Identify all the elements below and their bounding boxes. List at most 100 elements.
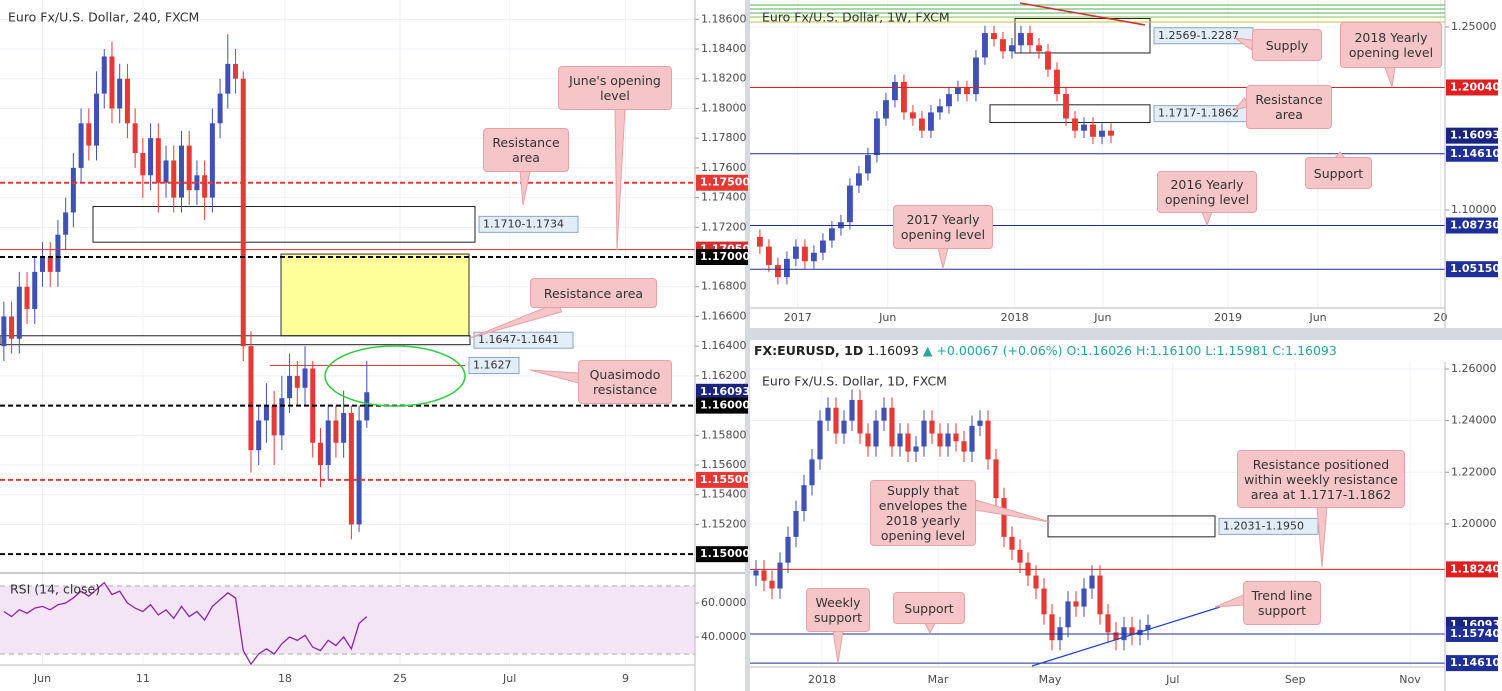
- candle-body: [1108, 130, 1114, 136]
- y-tick-label: 1.22000: [1451, 465, 1497, 478]
- candle-body: [70, 167, 76, 213]
- candle-body: [24, 286, 30, 310]
- y-tick-label: 1.15600: [701, 458, 747, 471]
- candle-body: [1090, 124, 1096, 137]
- candle-body: [919, 118, 925, 131]
- candle-body: [825, 407, 831, 421]
- trend-line: [1019, 2, 1146, 26]
- candle-body: [783, 258, 790, 278]
- callout: Resistance area: [483, 128, 569, 172]
- candle-body: [1113, 632, 1119, 641]
- zone: [989, 104, 1151, 124]
- candle-body: [287, 375, 293, 399]
- x-tick-label: Sep: [1285, 673, 1306, 686]
- zone: [1014, 18, 1151, 54]
- candle-body: [1017, 549, 1023, 563]
- zone-label-box: [468, 356, 520, 374]
- candle-body: [16, 286, 22, 339]
- candle-body: [1009, 536, 1015, 550]
- y-tick-label: 1.16800: [701, 280, 747, 293]
- candle-body: [801, 246, 808, 262]
- trend-line: [1031, 606, 1221, 667]
- y-tick-label: 1.16600: [701, 309, 747, 322]
- candle-body: [801, 485, 807, 512]
- candle-body: [793, 511, 799, 537]
- candle-body: [155, 138, 161, 183]
- zone-label: 1.2569-1.2287: [1158, 29, 1239, 42]
- zone-label-box: [1218, 517, 1319, 535]
- candle-body: [302, 368, 308, 388]
- candle-body: [921, 420, 927, 447]
- candle-body: [889, 407, 895, 447]
- candle-body: [248, 346, 254, 451]
- candle-body: [1018, 33, 1024, 46]
- y-tick-label: 1.18000: [701, 101, 747, 114]
- candle-body: [765, 246, 772, 265]
- callout: Resistance positioned within weekly resi…: [1237, 450, 1405, 508]
- candle-body: [841, 420, 847, 434]
- price-level-box: [1446, 145, 1498, 162]
- y-tick-label: 40.0000: [701, 630, 747, 643]
- candle-body: [240, 78, 246, 347]
- chart-title: Euro Fx/U.S. Dollar, 1D, FXCM: [762, 374, 947, 389]
- price-level-box: [696, 471, 748, 488]
- candle-body: [109, 56, 115, 109]
- candle-body: [991, 33, 997, 40]
- candle-body: [973, 57, 979, 95]
- price-level-label: 1.16093: [1450, 129, 1500, 142]
- x-tick-label: 18: [278, 672, 292, 685]
- highlight-zone: [280, 253, 470, 337]
- candle-body: [32, 271, 38, 310]
- y-tick-label: 1.17400: [701, 191, 747, 204]
- candle-body: [892, 81, 898, 101]
- rsi-title: RSI (14, close): [10, 582, 100, 597]
- candle-body: [982, 33, 988, 58]
- candle-body: [993, 459, 999, 499]
- ohlc-close: C:1.16093: [1272, 343, 1337, 358]
- x-tick-label: May: [1039, 673, 1062, 686]
- candle-body: [86, 123, 92, 146]
- symbol: FX:EURUSD, 1D: [754, 343, 863, 358]
- y-tick-label: 1.10000: [1451, 203, 1497, 216]
- candle-body: [348, 413, 354, 525]
- candle-body: [117, 78, 123, 109]
- candle-body: [1129, 627, 1135, 635]
- candle-body: [209, 123, 215, 198]
- candle-body: [94, 93, 100, 146]
- candle-body: [1065, 601, 1071, 628]
- price-level-box: [1446, 261, 1498, 278]
- candle-body: [148, 138, 154, 176]
- callout: Quasimodo resistance: [578, 360, 672, 404]
- candle-body: [953, 433, 959, 442]
- candle-body: [828, 228, 835, 241]
- x-tick-label: 20: [1433, 311, 1447, 324]
- price-level-label: 1.17000: [700, 250, 750, 263]
- candle-body: [55, 234, 61, 272]
- candle-body: [928, 112, 934, 131]
- callout: Support: [1305, 157, 1372, 189]
- candle-body: [1027, 33, 1033, 46]
- candle-body: [341, 413, 347, 443]
- y-tick-label: 1.24000: [1451, 414, 1497, 427]
- y-tick-label: 1.16200: [701, 369, 747, 382]
- candle-body: [1000, 39, 1006, 52]
- candle-body: [178, 145, 184, 198]
- callout: 2017 Yearly opening level: [893, 205, 993, 249]
- y-tick-label: 1.15400: [701, 488, 747, 501]
- candle-body: [817, 420, 823, 460]
- price-level-box: [696, 397, 748, 414]
- candle-body: [279, 398, 285, 436]
- candle-body: [774, 264, 781, 278]
- candle-body: [1081, 124, 1087, 131]
- candle-body: [1033, 575, 1039, 589]
- candle-body: [969, 425, 975, 452]
- candle-body: [873, 420, 879, 447]
- candle-body: [1001, 498, 1007, 537]
- candle-body: [792, 246, 799, 259]
- candle-body: [1041, 588, 1047, 615]
- price-level-box: [1446, 655, 1498, 672]
- zone: [92, 206, 476, 243]
- x-tick-label: 9: [622, 672, 629, 685]
- candle-body: [140, 153, 146, 176]
- candle-body: [874, 118, 880, 156]
